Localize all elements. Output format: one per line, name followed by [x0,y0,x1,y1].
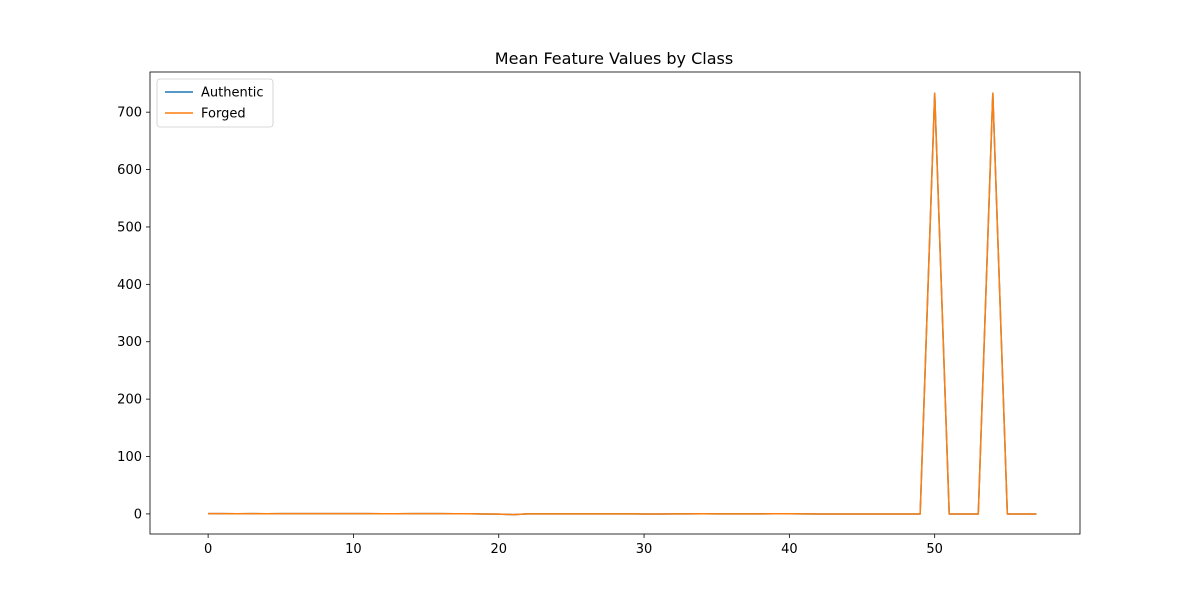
x-tick-label: 50 [926,542,943,557]
chart-title: Mean Feature Values by Class [495,49,733,68]
series-line-authentic [208,92,1037,516]
x-tick-label: 20 [490,542,507,557]
axes-frame [149,71,1081,535]
y-tick-label: 500 [117,220,142,235]
y-tick-label: 200 [117,393,142,408]
legend-box [156,78,274,128]
x-tick-label: 0 [204,542,212,557]
legend: Authentic Forged [156,78,274,128]
plot-area [208,92,1037,516]
legend-label-forged: Forged [201,107,246,122]
y-tick-label: 700 [117,106,142,121]
legend-label-authentic: Authentic [201,86,264,101]
series-line-forged [208,92,1037,516]
x-tick-label: 30 [636,542,653,557]
x-tick-label: 40 [781,542,798,557]
x-tick-label: 10 [345,542,362,557]
y-tick-label: 600 [117,163,142,178]
y-tick-label: 100 [117,450,142,465]
y-tick-label: 300 [117,335,142,350]
y-tick-label: 400 [117,278,142,293]
y-tick-label: 0 [134,507,142,522]
